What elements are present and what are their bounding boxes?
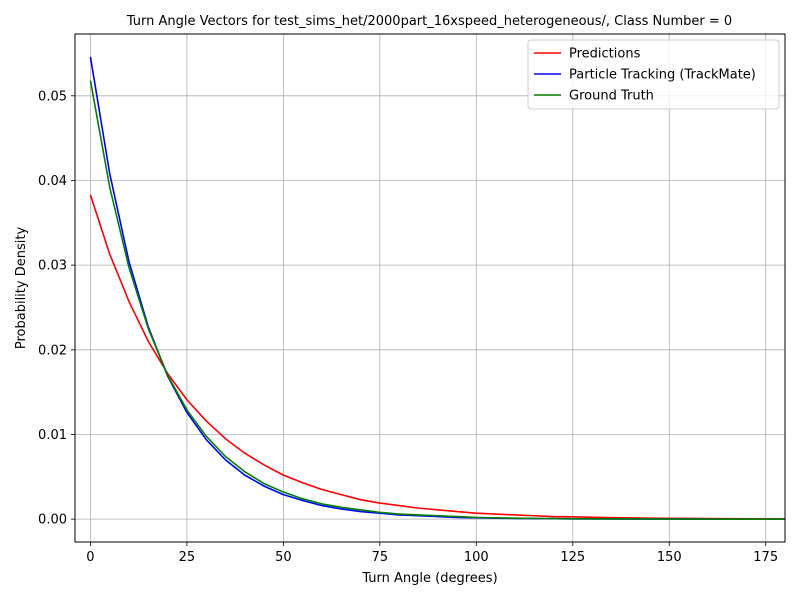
x-tick-label: 150 bbox=[657, 550, 682, 565]
y-tick-label: 0.04 bbox=[38, 174, 67, 189]
legend-label-0: Predictions bbox=[569, 47, 641, 62]
series-lines bbox=[89, 56, 786, 520]
y-tick-label: 0.01 bbox=[38, 428, 67, 443]
y-axis-label: Probability Density bbox=[14, 227, 29, 350]
x-tick-label: 75 bbox=[372, 550, 389, 565]
x-tick-label: 100 bbox=[464, 550, 489, 565]
legend-label-2: Ground Truth bbox=[569, 89, 654, 104]
y-axis-ticks: 0.00 0.01 0.02 0.03 0.04 0.05 bbox=[38, 89, 75, 528]
legend: Predictions Particle Tracking (TrackMate)… bbox=[527, 39, 780, 110]
x-tick-label: 0 bbox=[86, 550, 94, 565]
x-tick-label: 125 bbox=[560, 550, 585, 565]
y-tick-label: 0.02 bbox=[38, 343, 67, 358]
x-tick-label: 175 bbox=[753, 550, 778, 565]
x-tick-label: 25 bbox=[179, 550, 196, 565]
y-tick-label: 0.05 bbox=[38, 89, 67, 104]
grid bbox=[75, 34, 785, 542]
x-tick-label: 50 bbox=[275, 550, 292, 565]
chart-title: Turn Angle Vectors for test_sims_het/200… bbox=[126, 14, 732, 29]
x-axis-label: Turn Angle (degrees) bbox=[361, 571, 497, 586]
x-axis-ticks: 0 25 50 75 100 125 150 175 bbox=[86, 542, 778, 565]
plot-frame bbox=[74, 33, 786, 543]
y-tick-label: 0.03 bbox=[38, 259, 67, 274]
legend-box bbox=[527, 39, 780, 110]
y-tick-label: 0.00 bbox=[38, 513, 67, 528]
legend-label-1: Particle Tracking (TrackMate) bbox=[569, 68, 756, 83]
series-line-2 bbox=[89, 80, 785, 520]
